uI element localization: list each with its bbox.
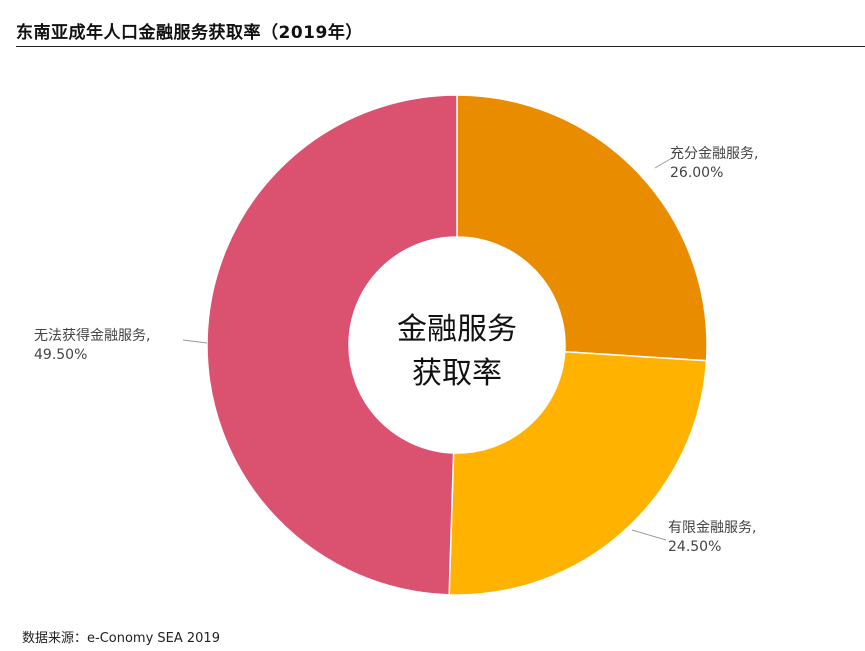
donut-center-label: 金融服务获取率 [397, 312, 517, 391]
slice-1 [448, 350, 708, 596]
center-label-line-1: 获取率 [412, 356, 502, 391]
slice-2 [206, 94, 458, 596]
label-leader-lines [182, 157, 673, 541]
slice-0 [456, 94, 708, 362]
title-divider [16, 46, 865, 47]
slice-label-value-2: 49.50% [34, 347, 87, 363]
donut-slices [206, 94, 708, 596]
leader-line-2 [182, 339, 208, 344]
slice-labels: 充分金融服务, 26.00% 有限金融服务, 24.50% 无法获得金融服务, 49.50… [34, 146, 758, 555]
slice-label-name-1: 有限金融服务, [668, 520, 756, 536]
slice-label-value-0: 26.00% [670, 165, 723, 181]
slice-label-name-2: 无法获得金融服务, [34, 327, 150, 344]
slice-label-value-1: 24.50% [668, 539, 721, 555]
source-note: 数据来源：e-Conomy SEA 2019 [22, 631, 220, 646]
slice-label-name-0: 充分金融服务, [670, 146, 758, 162]
chart-title: 东南亚成年人口金融服务获取率（2019年） [16, 23, 363, 43]
leader-line-1 [631, 529, 667, 541]
center-label-line-0: 金融服务 [397, 312, 517, 347]
leader-line-0 [654, 157, 673, 169]
